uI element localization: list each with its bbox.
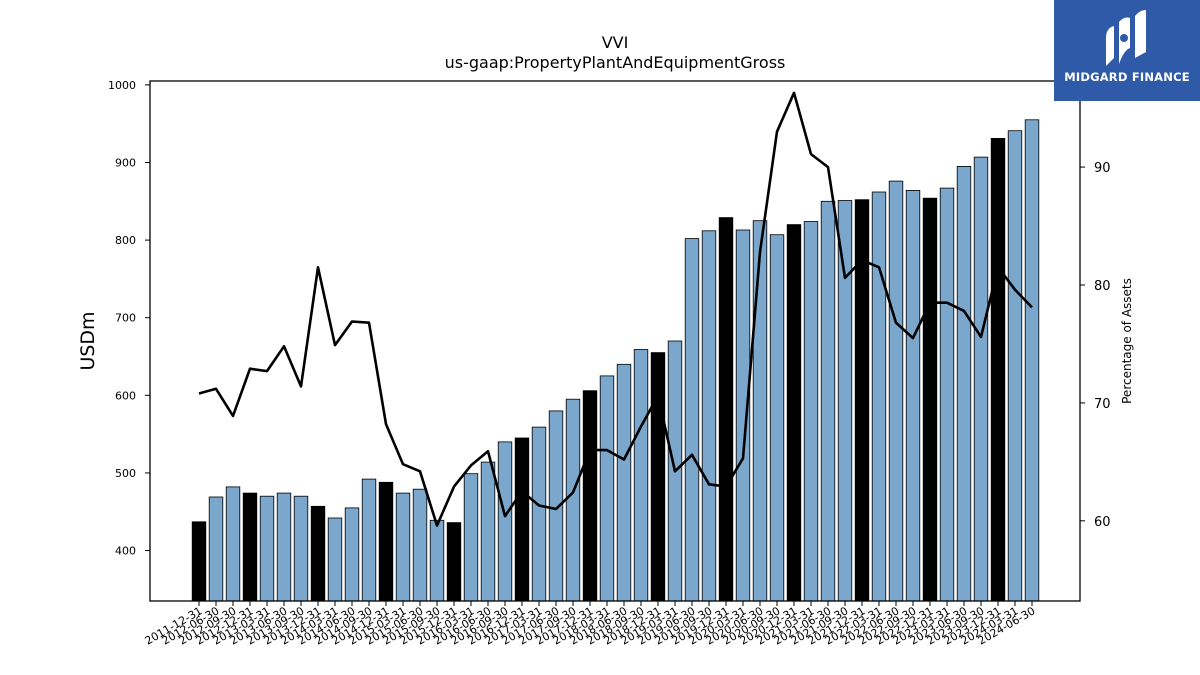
bar (293, 495, 309, 602)
bar (633, 349, 649, 602)
y2-tick-label: 90 (1094, 161, 1111, 176)
y-tick-label: 500 (115, 467, 136, 480)
bar (463, 473, 479, 602)
bar (395, 492, 411, 602)
bar (429, 519, 445, 602)
percentage-line (198, 91, 1033, 527)
bar (752, 220, 768, 602)
midgard-finance-logo: MIDGARD FINANCE (1054, 0, 1200, 101)
bar (905, 189, 921, 602)
bar (514, 437, 530, 602)
bar (718, 217, 734, 602)
bar (497, 441, 513, 602)
bar (650, 352, 666, 602)
bar (191, 521, 207, 602)
y-tick-label: 700 (115, 312, 136, 325)
bar (412, 488, 428, 602)
y-tick-label: 1000 (108, 79, 136, 92)
bar (956, 165, 972, 602)
midgard-logo-icon (1106, 10, 1146, 66)
bar (769, 234, 785, 602)
chart-subtitle: us-gaap:PropertyPlantAndEquipmentGross (445, 53, 786, 72)
axes: 4005006007008009001000607080902011-12-31… (108, 79, 1111, 648)
bar (1024, 119, 1040, 602)
bar (327, 517, 343, 602)
bar (616, 363, 632, 602)
y-tick-label: 400 (115, 545, 136, 558)
bar (837, 200, 853, 602)
logo-text: MIDGARD FINANCE (1064, 70, 1190, 84)
plot-frame (149, 80, 1081, 602)
bar (888, 180, 904, 602)
y-tick-label: 900 (115, 156, 136, 169)
bar (378, 481, 394, 602)
bar (786, 224, 802, 602)
y2-tick-label: 60 (1094, 515, 1111, 530)
bar (259, 495, 275, 602)
y-axis-label: USDm (77, 311, 99, 370)
y2-axis-label: Percentage of Assets (1120, 278, 1134, 404)
bar (939, 187, 955, 602)
bar (701, 230, 717, 602)
bar (803, 221, 819, 602)
bar (599, 375, 615, 602)
bar (922, 197, 938, 602)
chart-title: VVI (602, 33, 629, 52)
y-tick-label: 800 (115, 234, 136, 247)
bar (565, 398, 581, 602)
bar (276, 492, 292, 602)
bar (242, 492, 258, 602)
bar (990, 137, 1006, 602)
bar (973, 156, 989, 602)
bar (684, 238, 700, 602)
bar (344, 507, 360, 602)
bar (531, 426, 547, 602)
bar (446, 522, 462, 602)
bar (1007, 130, 1023, 602)
y2-tick-label: 70 (1094, 397, 1111, 412)
bar (820, 200, 836, 602)
bar (225, 486, 241, 602)
bar-series (191, 119, 1040, 602)
bar (361, 478, 377, 602)
y-tick-label: 600 (115, 389, 136, 402)
bar (582, 390, 598, 602)
bar (871, 191, 887, 602)
percentage-line-series (198, 91, 1033, 527)
bar (310, 505, 326, 602)
bar (208, 496, 224, 602)
bar (480, 461, 496, 602)
y2-tick-label: 80 (1094, 279, 1111, 294)
